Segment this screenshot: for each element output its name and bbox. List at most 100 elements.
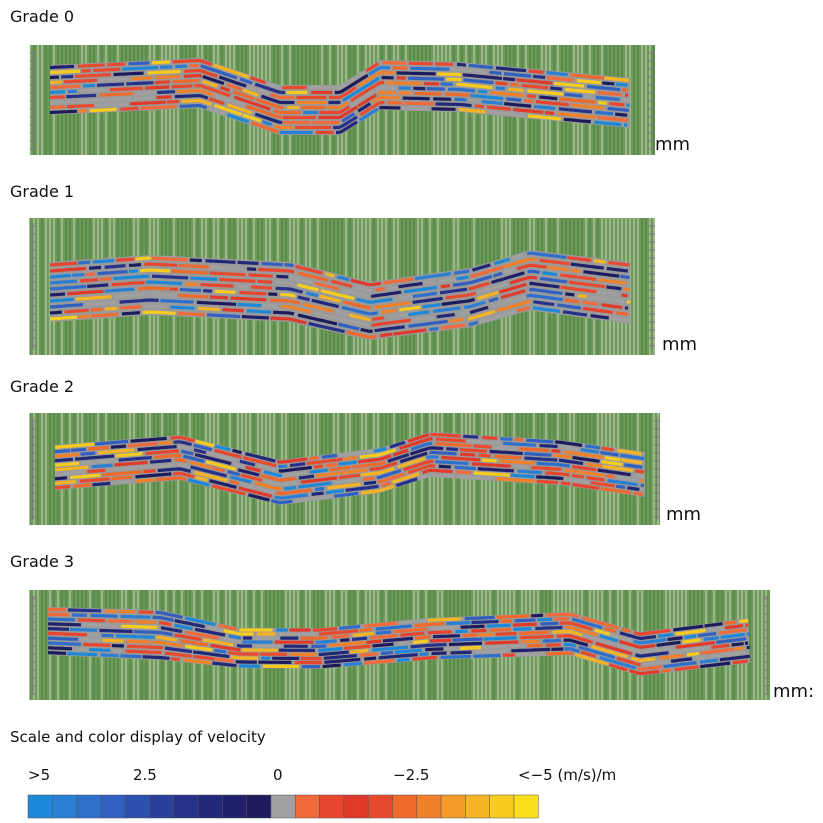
velocity-stripe — [467, 441, 500, 443]
velocity-stripe — [616, 486, 625, 487]
velocity-stripe — [206, 261, 236, 263]
velocity-stripe — [175, 66, 187, 67]
velocity-stripe — [78, 100, 99, 101]
velocity-stripe — [449, 319, 464, 321]
velocity-stripe — [78, 262, 90, 263]
velocity-stripe — [48, 614, 69, 615]
velocity-stripe — [65, 310, 89, 312]
velocity-stripe — [190, 260, 202, 261]
velocity-stripe — [430, 640, 451, 641]
velocity-stripe — [490, 451, 523, 453]
velocity-stripe — [430, 328, 439, 329]
velocity-stripe — [278, 466, 287, 467]
velocity-stripe — [739, 621, 748, 622]
velocity-stripe — [489, 72, 501, 73]
velocity-stripe — [50, 294, 65, 295]
velocity-stripe — [515, 620, 536, 621]
velocity-stripe — [378, 93, 396, 94]
velocity-stripe — [322, 455, 337, 457]
velocity-stripe — [595, 112, 613, 114]
velocity-stripe — [615, 114, 627, 115]
velocity-stripe — [606, 476, 615, 477]
velocity-stripe — [413, 641, 428, 642]
velocity-stripe — [475, 651, 508, 652]
velocity-stripe — [458, 313, 467, 314]
scale-label: <−5 (m/s)/m — [518, 766, 616, 784]
velocity-stripe — [524, 458, 557, 460]
velocity-stripe — [353, 633, 374, 635]
velocity-stripe — [112, 482, 133, 484]
velocity-stripe — [605, 458, 620, 460]
scale-title: Scale and color display of velocity — [10, 728, 266, 746]
velocity-stripe — [50, 71, 80, 72]
velocity-stripe — [273, 312, 294, 314]
velocity-stripe — [284, 487, 296, 489]
velocity-stripe — [48, 633, 87, 634]
velocity-stripe — [284, 265, 293, 266]
velocity-stripe — [92, 465, 113, 467]
velocity-stripe — [172, 86, 193, 87]
velocity-stripe — [501, 439, 513, 440]
velocity-stripe — [564, 300, 579, 302]
velocity-stripe — [313, 629, 337, 631]
velocity-stripe — [121, 616, 151, 617]
velocity-stripe — [115, 454, 142, 456]
velocity-stripe — [479, 455, 491, 456]
velocity-stripe — [397, 659, 409, 660]
velocity-stripe — [242, 317, 269, 318]
velocity-stripe — [50, 299, 74, 301]
scale-swatch — [441, 795, 465, 818]
velocity-stripe — [546, 645, 561, 646]
velocity-stripe — [80, 90, 107, 91]
velocity-stripe — [550, 88, 562, 89]
scale-label: −2.5 — [393, 766, 429, 784]
velocity-stripe — [433, 99, 451, 100]
velocity-stripe — [598, 292, 607, 293]
velocity-stripe — [198, 308, 219, 309]
velocity-stripe — [446, 449, 458, 450]
velocity-stripe — [427, 457, 439, 458]
velocity-stripe — [155, 82, 170, 83]
velocity-stripe — [594, 261, 606, 263]
velocity-stripe — [152, 276, 188, 278]
velocity-stripe — [432, 653, 447, 654]
velocity-stripe — [493, 447, 517, 449]
velocity-stripe — [582, 302, 597, 304]
velocity-stripe — [91, 314, 118, 316]
velocity-stripe — [684, 636, 696, 638]
velocity-stripe — [441, 286, 450, 287]
velocity-stripe — [78, 65, 105, 66]
scale-swatch — [465, 795, 489, 818]
strain-image — [30, 590, 770, 700]
velocity-stripe — [111, 446, 126, 447]
velocity-stripe — [587, 464, 602, 466]
velocity-stripe — [524, 454, 551, 456]
velocity-stripe — [50, 101, 74, 102]
velocity-stripe — [211, 267, 244, 269]
velocity-stripe — [497, 616, 530, 617]
panel-label: Grade 3 — [10, 552, 74, 571]
velocity-stripe — [239, 293, 266, 294]
velocity-stripe — [55, 482, 76, 484]
velocity-stripe — [469, 100, 478, 101]
velocity-stripe — [55, 459, 73, 461]
velocity-stripe — [439, 466, 451, 467]
velocity-stripe — [499, 461, 535, 463]
velocity-stripe — [64, 80, 97, 82]
scale-swatch — [320, 795, 344, 818]
velocity-stripe — [87, 302, 117, 304]
velocity-stripe — [445, 94, 469, 95]
velocity-stripe — [475, 106, 484, 107]
velocity-stripe — [48, 609, 66, 610]
velocity-stripe — [527, 96, 536, 97]
velocity-stripe — [101, 99, 131, 100]
velocity-stripe — [724, 622, 736, 624]
velocity-stripe — [537, 619, 552, 620]
velocity-stripe — [110, 88, 143, 90]
velocity-stripe — [144, 264, 177, 265]
velocity-stripe — [262, 264, 283, 265]
velocity-stripe — [237, 646, 252, 647]
velocity-stripe — [414, 624, 444, 626]
velocity-stripe — [132, 78, 153, 79]
